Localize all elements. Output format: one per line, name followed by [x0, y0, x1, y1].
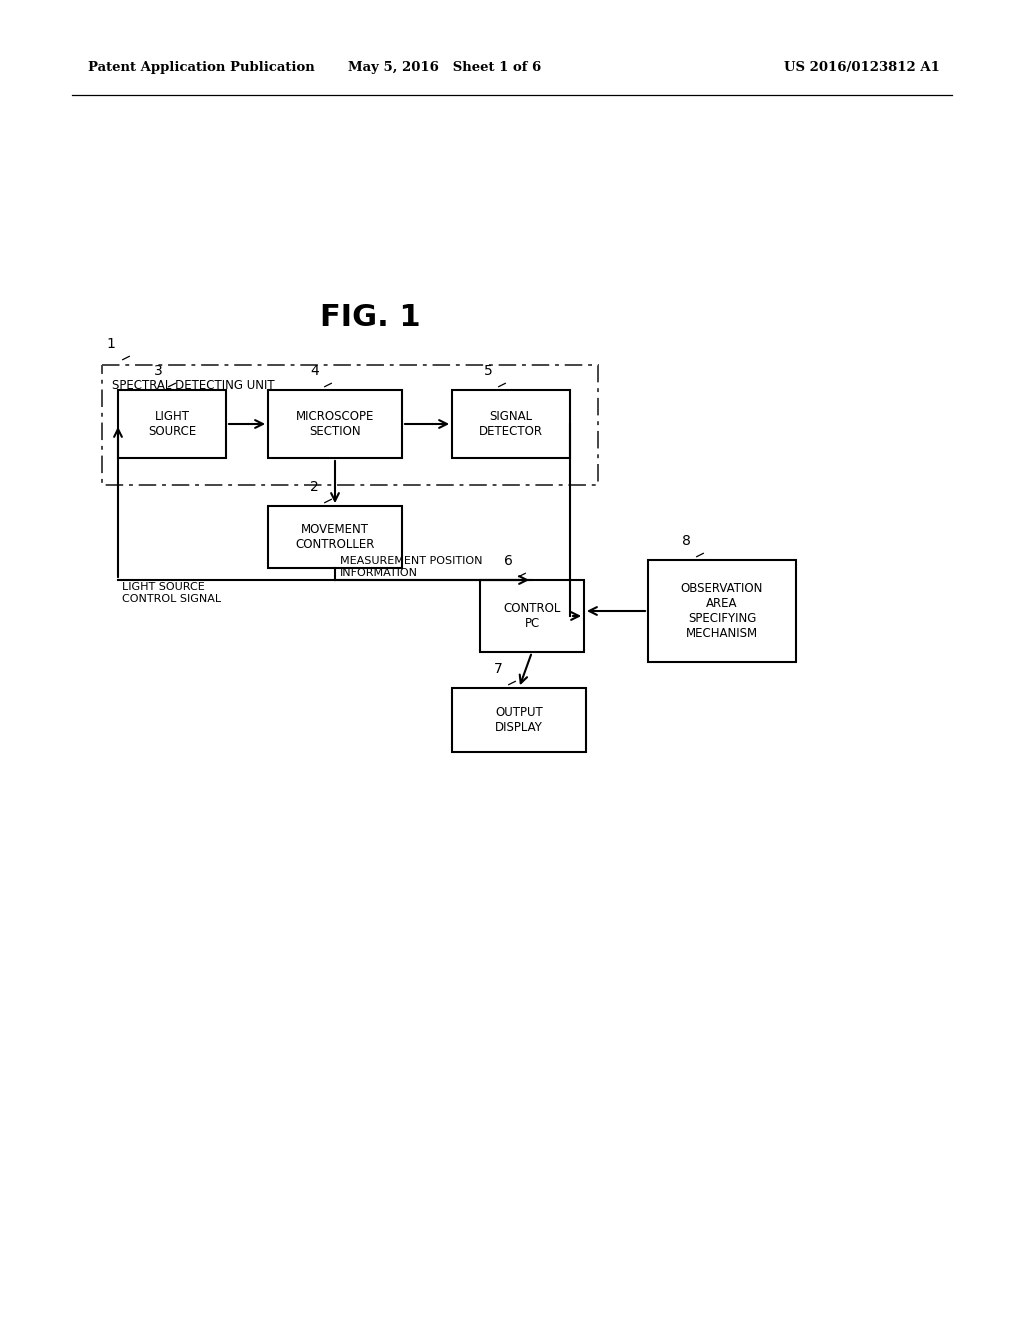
Text: 4: 4 [310, 364, 318, 378]
Text: MOVEMENT
CONTROLLER: MOVEMENT CONTROLLER [295, 523, 375, 550]
Text: 7: 7 [494, 663, 503, 676]
Bar [118, 389, 226, 458]
Text: 6: 6 [504, 554, 513, 568]
Text: 2: 2 [310, 480, 318, 494]
Text: MEASUREMENT POSITION
INFORMATION: MEASUREMENT POSITION INFORMATION [340, 557, 482, 578]
Text: LIGHT
SOURCE: LIGHT SOURCE [147, 411, 197, 438]
Text: 5: 5 [484, 364, 493, 378]
Bar [480, 579, 584, 652]
Bar [648, 560, 796, 663]
Text: SIGNAL
DETECTOR: SIGNAL DETECTOR [479, 411, 543, 438]
Text: MICROSCOPE
SECTION: MICROSCOPE SECTION [296, 411, 374, 438]
Text: 3: 3 [154, 364, 163, 378]
Text: OUTPUT
DISPLAY: OUTPUT DISPLAY [495, 706, 543, 734]
Text: CONTROL
PC: CONTROL PC [504, 602, 561, 630]
Bar [102, 366, 598, 484]
Bar [452, 389, 570, 458]
Text: May 5, 2016   Sheet 1 of 6: May 5, 2016 Sheet 1 of 6 [348, 62, 542, 74]
Text: 8: 8 [682, 535, 691, 548]
Bar [452, 688, 586, 752]
Text: FIG. 1: FIG. 1 [319, 304, 420, 333]
Text: Patent Application Publication: Patent Application Publication [88, 62, 314, 74]
Bar [268, 389, 402, 458]
Text: LIGHT SOURCE
CONTROL SIGNAL: LIGHT SOURCE CONTROL SIGNAL [122, 582, 221, 603]
Bar [268, 506, 402, 568]
Text: OBSERVATION
AREA
SPECIFYING
MECHANISM: OBSERVATION AREA SPECIFYING MECHANISM [681, 582, 763, 640]
Text: SPECTRAL DETECTING UNIT: SPECTRAL DETECTING UNIT [112, 379, 274, 392]
Text: 1: 1 [106, 337, 115, 351]
Text: US 2016/0123812 A1: US 2016/0123812 A1 [784, 62, 940, 74]
